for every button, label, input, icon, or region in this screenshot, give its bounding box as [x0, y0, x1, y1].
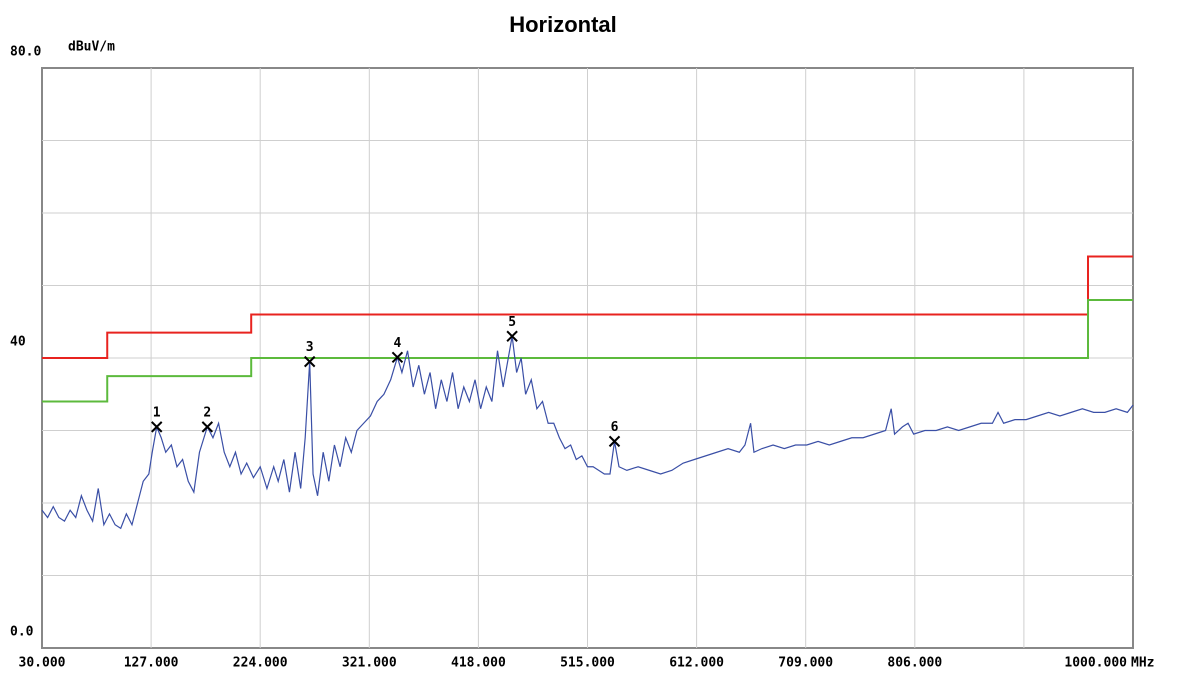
series-line	[42, 255, 1133, 359]
marker-label: 4	[394, 336, 402, 351]
marker-label: 2	[203, 405, 211, 420]
x-tick-label: 612.000	[669, 656, 724, 671]
series-line	[42, 299, 1133, 403]
marker	[151, 421, 163, 433]
x-tick-label: 515.000	[560, 656, 615, 671]
series-line	[41, 336, 1134, 530]
marker	[391, 351, 404, 363]
marker-label: 1	[153, 405, 161, 420]
x-unit: MHz	[1131, 656, 1154, 671]
x-tick-label: 709.000	[778, 656, 833, 671]
x-tick-label: 418.000	[451, 656, 506, 671]
marker-label: 5	[508, 315, 516, 330]
y-tick-label: 0.0	[10, 625, 34, 640]
marker	[303, 355, 316, 368]
marker-label: 6	[611, 420, 619, 435]
x-tick-label: 1000.000	[1064, 656, 1127, 671]
y-unit: dBuV/m	[68, 40, 115, 55]
x-tick-label: 30.000	[19, 656, 66, 671]
marker	[201, 421, 214, 433]
x-tick-label: 127.000	[124, 656, 179, 671]
marker-label: 3	[306, 340, 314, 355]
x-tick-label: 321.000	[342, 656, 397, 671]
marker	[506, 330, 518, 342]
x-tick-label: 806.000	[887, 656, 942, 671]
x-tick-label: 224.000	[233, 656, 288, 671]
y-tick-label: 40	[10, 335, 26, 350]
chart-title: Horizontal	[509, 12, 617, 37]
y-tick-label: 80.0	[10, 45, 41, 60]
marker	[608, 435, 621, 448]
